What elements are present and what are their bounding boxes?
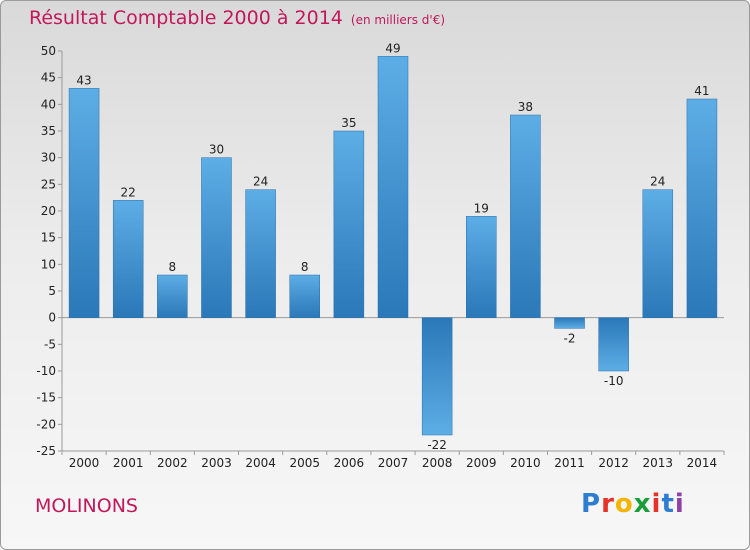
y-tick-label: 15 [41, 231, 56, 245]
bar-2000 [68, 88, 100, 318]
x-tick-label: 2005 [289, 456, 320, 470]
y-tick-label: 10 [41, 257, 56, 271]
x-tick-label: 2009 [466, 456, 497, 470]
brand-letter: o [614, 489, 634, 519]
bar-2010 [510, 114, 541, 318]
place-name: MOLINONS [35, 495, 138, 517]
data-label-2005: 8 [301, 260, 309, 274]
x-tick-label: 2001 [113, 456, 144, 470]
brand-letter: i [674, 489, 685, 519]
brand-letter: i [651, 489, 662, 519]
data-label-2008: -22 [427, 438, 447, 452]
x-tick-label: 2006 [334, 456, 365, 470]
x-tick-label: 2008 [422, 456, 453, 470]
data-label-2010: 38 [518, 100, 533, 114]
data-label-2001: 22 [121, 185, 136, 199]
brand-logo: Proxiti [581, 489, 685, 519]
y-tick-label: -5 [44, 337, 56, 351]
y-tick-label: 0 [48, 311, 56, 325]
data-label-2003: 30 [209, 143, 224, 157]
x-tick-label: 2000 [69, 456, 100, 470]
bar-2011 [554, 317, 585, 329]
x-tick-label: 2004 [245, 456, 276, 470]
data-label-2000: 43 [76, 73, 91, 87]
data-label-2002: 8 [169, 260, 177, 274]
y-tick-label: 35 [41, 124, 56, 138]
bar-2001 [112, 200, 144, 318]
bar-2008 [421, 317, 453, 436]
y-tick-label: 30 [41, 151, 56, 165]
data-label-2013: 24 [650, 175, 665, 189]
y-tick-label: -25 [36, 444, 56, 458]
bar-2014 [686, 98, 718, 318]
y-tick-label: 25 [41, 177, 56, 191]
chart-data-labels: 43 22 8 30 24 8 35 49 -22 19 38 -2 -10 24 41 [76, 41, 709, 452]
brand-letter: r [601, 489, 615, 519]
y-tick-label: 40 [41, 97, 56, 111]
x-tick-label: 2014 [687, 456, 718, 470]
bar-2009 [466, 216, 497, 318]
brand-letter: P [581, 489, 602, 519]
y-tick-label: 5 [48, 284, 56, 298]
data-label-2007: 49 [385, 41, 400, 55]
bar-2002 [157, 274, 188, 318]
x-tick-label: 2012 [598, 456, 629, 470]
y-tick-label: -15 [36, 391, 56, 405]
y-tick-label: -10 [36, 364, 56, 378]
brand-letter: t [661, 489, 675, 519]
bar-2007 [377, 56, 409, 318]
chart-subtitle: (en milliers d'€) [350, 13, 446, 27]
brand-letter: x [633, 489, 652, 519]
bar-2012 [598, 317, 629, 372]
data-label-2009: 19 [474, 201, 489, 215]
bar-2013 [642, 189, 674, 318]
x-tick-label: 2007 [378, 456, 409, 470]
data-label-2011: -2 [564, 331, 576, 345]
data-label-2012: -10 [604, 374, 624, 388]
bar-2006 [333, 130, 365, 318]
x-tick-label: 2010 [510, 456, 541, 470]
y-tick-label: -20 [36, 417, 56, 431]
x-tick-label: 2003 [201, 456, 232, 470]
x-tick-label: 2013 [643, 456, 674, 470]
x-tick-label: 2011 [554, 456, 585, 470]
y-tick-label: 20 [41, 204, 56, 218]
y-tick-label: 50 [41, 44, 56, 58]
x-tick-label: 2002 [157, 456, 188, 470]
bar-2005 [289, 274, 320, 318]
chart-title: Résultat Comptable 2000 à 2014 (en millie… [29, 7, 445, 29]
chart-bars [68, 56, 718, 436]
data-label-2014: 41 [694, 84, 709, 98]
data-label-2006: 35 [341, 116, 356, 130]
bar-2004 [245, 189, 276, 318]
y-tick-label: 45 [41, 71, 56, 85]
data-label-2004: 24 [253, 175, 268, 189]
chart-title-text: Résultat Comptable 2000 à 2014 [29, 7, 343, 29]
bar-2003 [201, 157, 232, 318]
